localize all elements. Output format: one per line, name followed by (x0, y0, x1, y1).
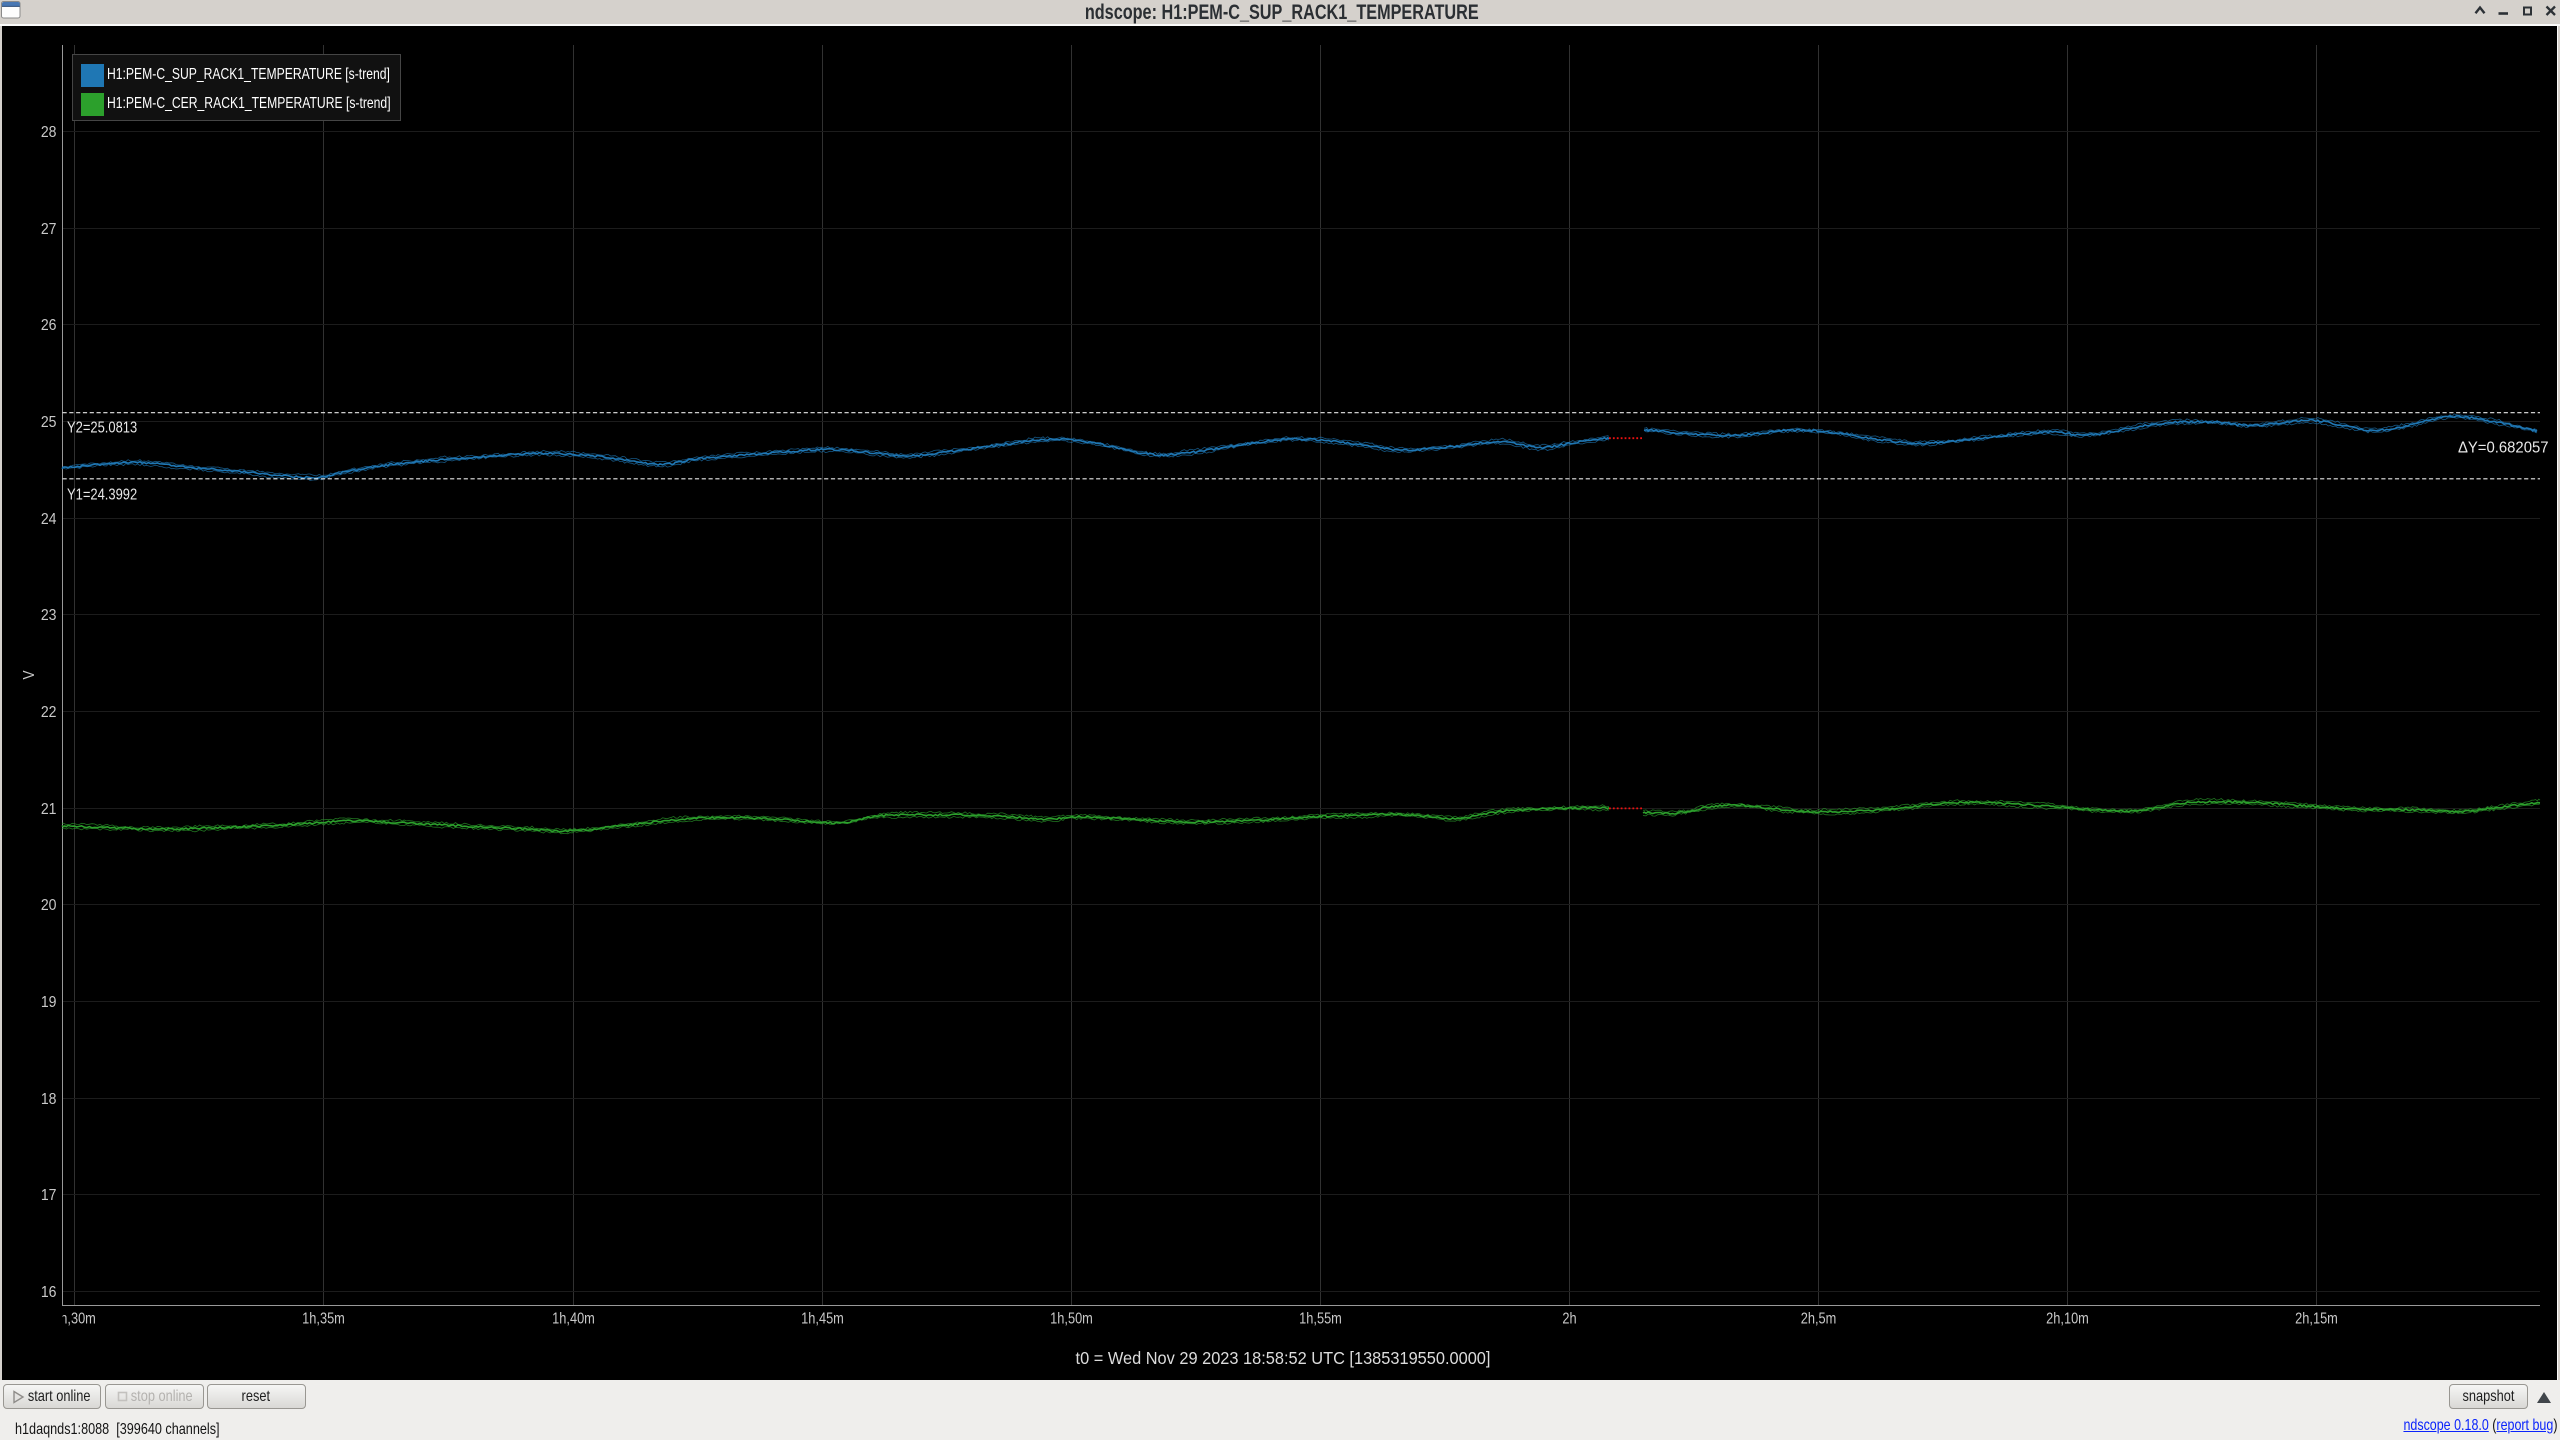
svg-text:2h,5m: 2h,5m (1801, 1310, 1837, 1328)
svg-text:1h,30m: 1h,30m (53, 1310, 96, 1328)
svg-text:27: 27 (41, 220, 57, 238)
svg-text:ΔY=0.682057: ΔY=0.682057 (2458, 439, 2549, 457)
svg-text:21: 21 (41, 800, 57, 818)
svg-text:16: 16 (41, 1283, 57, 1301)
svg-text:2h,10m: 2h,10m (2046, 1310, 2089, 1328)
svg-text:26: 26 (41, 316, 57, 334)
svg-text:23: 23 (41, 606, 57, 624)
svg-text:2h: 2h (1562, 1310, 1576, 1328)
svg-text:22: 22 (41, 703, 57, 721)
svg-text:V: V (21, 670, 38, 679)
svg-text:20: 20 (41, 896, 57, 914)
svg-text:18: 18 (41, 1090, 57, 1108)
svg-text:1h,45m: 1h,45m (801, 1310, 844, 1328)
svg-text:t0 = Wed Nov 29 2023 18:58:52: t0 = Wed Nov 29 2023 18:58:52 UTC [13853… (1076, 1347, 1491, 1368)
svg-text:1h,40m: 1h,40m (552, 1310, 595, 1328)
svg-text:28: 28 (41, 123, 57, 141)
svg-text:19: 19 (41, 993, 57, 1011)
svg-text:25: 25 (41, 413, 57, 431)
svg-text:1h,50m: 1h,50m (1050, 1310, 1093, 1328)
svg-text:Y1=24.3992: Y1=24.3992 (67, 486, 137, 504)
svg-text:24: 24 (41, 510, 57, 528)
svg-text:1h,35m: 1h,35m (302, 1310, 345, 1328)
svg-text:2h,15m: 2h,15m (2295, 1310, 2338, 1328)
svg-text:Y2=25.0813: Y2=25.0813 (67, 419, 137, 437)
svg-text:17: 17 (41, 1186, 57, 1204)
svg-text:1h,55m: 1h,55m (1299, 1310, 1342, 1328)
